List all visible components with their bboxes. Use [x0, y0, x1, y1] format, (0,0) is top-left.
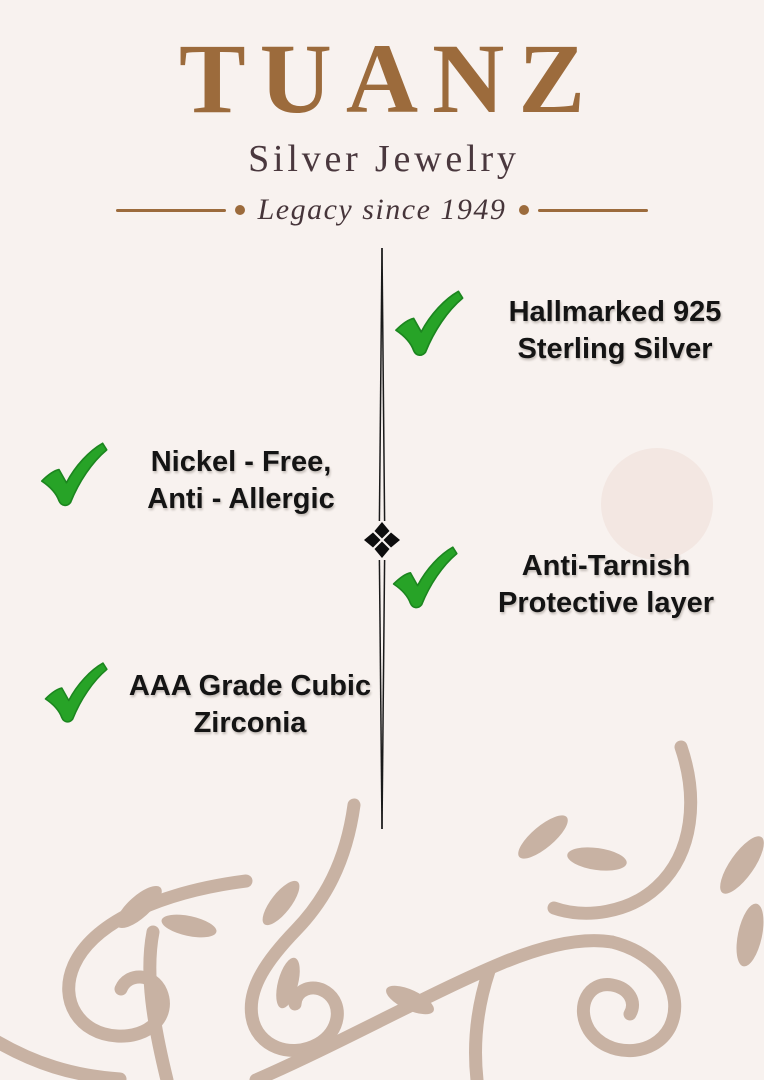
- checkmark-icon: [388, 544, 460, 616]
- brand-logo: TUANZ Silver Jewelry Legacy since 1949: [0, 26, 764, 227]
- floral-flourish: [0, 740, 764, 1080]
- feature-text: AAA Grade Cubic Zirconia: [124, 668, 376, 742]
- feature-cubic-zirconia: AAA Grade Cubic Zirconia: [40, 660, 376, 742]
- feature-text: Hallmarked 925 Sterling Silver: [496, 294, 734, 368]
- checkmark-icon: [40, 660, 110, 730]
- feature-line: Nickel - Free,: [150, 446, 332, 478]
- feature-hallmarked-silver: Hallmarked 925 Sterling Silver: [390, 288, 734, 368]
- tagline-rule-right: [538, 208, 649, 212]
- brand-name: TUANZ: [178, 23, 600, 134]
- feature-line: AAA Grade Cubic: [128, 670, 372, 702]
- tagline-dot-right: [519, 205, 530, 215]
- feature-line: Zirconia: [193, 707, 307, 740]
- feature-anti-tarnish: Anti-Tarnish Protective layer: [388, 544, 732, 622]
- divider-lines: [378, 247, 386, 830]
- accent-circle: [601, 448, 713, 560]
- checkmark-icon: [36, 440, 110, 514]
- feature-line: Sterling Silver: [517, 333, 713, 366]
- feature-text: Nickel - Free, Anti - Allergic: [136, 444, 346, 518]
- flourish-leaves: [116, 815, 764, 1015]
- feature-line: Hallmarked 925: [508, 296, 722, 328]
- brand-tagline: Legacy since 1949: [257, 193, 507, 226]
- feature-line: Anti-Tarnish: [521, 550, 691, 582]
- brand-tagline-row: Legacy since 1949: [0, 193, 764, 227]
- feature-nickel-free: Nickel - Free, Anti - Allergic: [36, 440, 346, 518]
- checkmark-icon: [390, 288, 466, 364]
- tagline-rule-left: [115, 208, 226, 212]
- tagline-dot-left: [234, 205, 245, 215]
- feature-line: Protective layer: [497, 587, 714, 620]
- brand-subtitle: Silver Jewelry: [248, 138, 520, 180]
- feature-line: Anti - Allergic: [147, 483, 335, 516]
- feature-text: Anti-Tarnish Protective layer: [480, 548, 732, 622]
